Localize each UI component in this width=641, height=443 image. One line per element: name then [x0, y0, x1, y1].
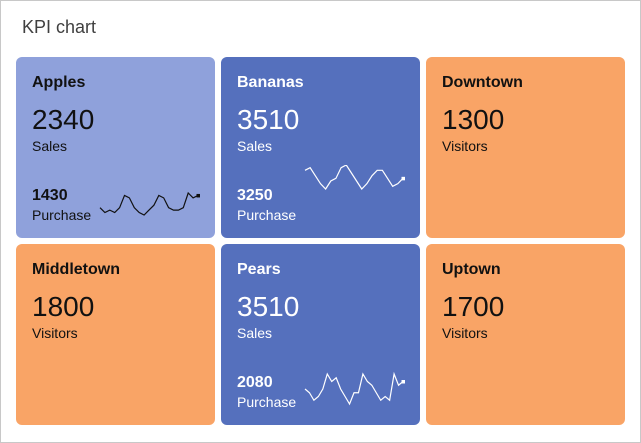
tile-name: Pears [237, 261, 281, 278]
tile-label: Visitors [442, 325, 488, 341]
tile-sub-value: 2080 [237, 374, 273, 391]
sparkline [99, 191, 200, 216]
sparkline-line [304, 371, 404, 406]
kpi-tile-middletown[interactable]: Middletown 1800 Visitors [16, 244, 215, 425]
tile-sub-value: 1430 [32, 187, 68, 204]
tile-sub-label: Purchase [237, 207, 297, 223]
tile-name: Downtown [442, 74, 523, 91]
chart-title: KPI chart [22, 17, 97, 37]
tile-name: Middletown [32, 261, 120, 278]
sparkline-last-point [401, 176, 405, 181]
tile-sub-value: 3250 [237, 187, 273, 204]
kpi-tile-apples[interactable]: Apples 2340 Sales 1430 Purchase [16, 57, 215, 238]
tile-value: 3510 [237, 104, 300, 135]
tile-value: 1300 [442, 104, 505, 135]
tile-value: 1800 [32, 291, 95, 322]
tile-label: Visitors [442, 138, 488, 154]
tile-sub-label: Purchase [32, 207, 92, 223]
sparkline [304, 371, 405, 406]
tile-value: 3510 [237, 291, 300, 322]
tile-name: Apples [32, 74, 86, 91]
tile-name: Bananas [237, 74, 304, 91]
sparkline-last-point [401, 380, 405, 384]
tile-name: Uptown [442, 261, 501, 278]
sparkline-line [99, 191, 199, 216]
tile-value: 1700 [442, 291, 505, 322]
tile-sub-label: Purchase [237, 394, 297, 410]
kpi-tile-bananas[interactable]: Bananas 3510 Sales 3250 Purchase [221, 57, 420, 238]
tile-label: Sales [237, 325, 273, 341]
tile-label: Visitors [32, 325, 78, 341]
kpi-tile-pears[interactable]: Pears 3510 Sales 2080 Purchase [221, 244, 420, 425]
sparkline-last-point [196, 193, 200, 198]
tile-value: 2340 [32, 104, 95, 135]
kpi-tile-downtown[interactable]: Downtown 1300 Visitors [426, 57, 625, 238]
sparkline [304, 165, 405, 190]
tile-label: Sales [32, 138, 68, 154]
tile-label: Sales [237, 138, 273, 154]
sparkline-line [304, 165, 404, 190]
kpi-tile-uptown[interactable]: Uptown 1700 Visitors [426, 244, 625, 425]
